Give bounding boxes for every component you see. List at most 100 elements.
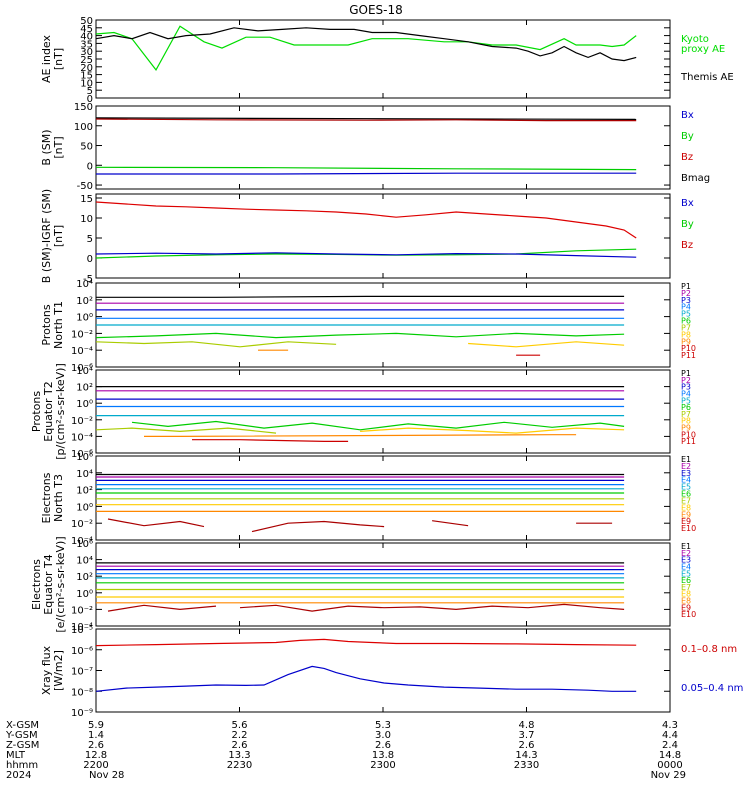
y-tick-label: 10 [80, 78, 93, 89]
series-line [95, 332, 625, 339]
x-tick-value: 2.6 [519, 740, 535, 751]
y-axis-label: Equator T2 [42, 381, 55, 441]
x-tick-value: 2.6 [88, 740, 104, 751]
y-axis-label: Xray flux [40, 645, 53, 695]
legend-entry: Bz [681, 240, 693, 251]
x-tick-value: 5.3 [375, 720, 391, 731]
legend-entry: Bmag [681, 173, 710, 184]
x-tick-value: 4.4 [662, 730, 678, 741]
legend-entry: E2 [681, 462, 691, 471]
x-row-label: X-GSM [6, 720, 39, 731]
y-tick-label: 0 [87, 94, 93, 105]
y-tick-label: 40 [80, 32, 93, 43]
x-tick-value: 14.3 [515, 750, 537, 761]
legend-entry: P5 [681, 310, 691, 319]
legend-entry: E7 [681, 583, 691, 592]
legend-entry: E9 [681, 510, 691, 519]
legend-entry: P3 [681, 383, 691, 392]
legend-entry: E1 [681, 542, 691, 551]
series-line [192, 439, 349, 442]
y-tick-label: 10⁶ [76, 539, 93, 550]
y-tick-label: 10² [76, 383, 93, 394]
x-row-label: 2024 [6, 770, 31, 781]
x-tick-value: 0000 [657, 760, 682, 771]
y-tick-label: 10⁰ [76, 589, 93, 600]
y-axis-label: North T1 [52, 301, 65, 349]
y-tick-label: 45 [80, 24, 93, 35]
y-tick-label: 100 [74, 122, 93, 133]
legend-entry: 0.1–0.8 nm [681, 644, 737, 655]
legend-entry: 0.05–0.4 nm [681, 683, 743, 694]
series-line [95, 117, 637, 120]
legend-entry: E4 [681, 562, 691, 571]
legend-entry: E3 [681, 556, 691, 565]
y-tick-label: 10⁻⁶ [71, 363, 93, 374]
y-tick-label: 25 [80, 55, 93, 66]
y-tick-label: 10⁻⁸ [71, 687, 93, 698]
y-axis-label: B (SM) [40, 129, 53, 165]
plot-title: GOES-18 [349, 3, 403, 17]
legend-entry: P1 [681, 282, 691, 291]
legend-entry: E8 [681, 590, 691, 599]
series-line [95, 27, 637, 62]
legend-entry: E6 [681, 576, 691, 585]
series-line [95, 665, 637, 692]
y-tick-label: 10⁻⁴ [71, 536, 93, 547]
x-tick-value: Nov 28 [89, 770, 124, 781]
y-tick-label: 10⁴ [76, 469, 93, 480]
y-axis-label: Electrons [30, 559, 43, 610]
legend-entry: P10 [681, 430, 696, 439]
y-tick-label: 150 [74, 102, 93, 113]
y-axis-label: B (SM)-IGRF (SM) [40, 189, 53, 283]
legend-entry: Bz [681, 152, 693, 163]
panel-frame [95, 542, 671, 627]
panel-frame [95, 369, 671, 454]
y-tick-label: 10⁻⁹ [71, 708, 93, 719]
series-line [107, 518, 205, 528]
y-tick-label: 10⁰ [76, 502, 93, 513]
x-tick-value: 5.9 [88, 720, 104, 731]
series-line [144, 434, 577, 437]
y-tick-label: 0 [87, 254, 93, 265]
series-line [95, 341, 337, 348]
series-line [360, 427, 625, 434]
y-axis-label: North T3 [52, 474, 65, 522]
y-tick-label: 10⁻² [71, 416, 93, 427]
x-tick-value: 2330 [514, 760, 539, 771]
series-line [96, 172, 637, 175]
series-line [95, 118, 637, 122]
x-tick-value: 2.6 [375, 740, 391, 751]
x-tick-value: 3.7 [519, 730, 535, 741]
legend-entry: P11 [681, 351, 696, 360]
series-line [131, 420, 625, 431]
x-tick-value: 12.8 [85, 750, 107, 761]
legend-entry: P2 [681, 289, 691, 298]
y-tick-label: 10² [76, 486, 93, 497]
x-tick-value: 13.8 [372, 750, 394, 761]
series-line [96, 295, 625, 298]
y-tick-label: 10⁰ [76, 313, 93, 324]
legend-entry: proxy AE [681, 44, 725, 55]
panel-bigrf: 15 10 5 0 -5 B (SM)-IGRF (SM) [nT] Bx By Bz [40, 189, 694, 285]
legend-entry: E8 [681, 503, 691, 512]
y-axis-label: [nT] [52, 48, 65, 70]
y-tick-label: 10⁻⁴ [71, 622, 93, 633]
y-tick-label: 10 [80, 214, 93, 225]
x-row-label: hhmm [6, 760, 38, 771]
y-axis-label: [e/(cm²-s-sr-keV)] [54, 536, 67, 632]
series-line [468, 341, 625, 348]
y-axis-label: [W/m2] [52, 650, 65, 691]
y-tick-label: 10⁻⁴ [71, 432, 93, 443]
x-tick-value: 2200 [83, 760, 108, 771]
legend-entry: P8 [681, 330, 691, 339]
y-axis-label: Equator T4 [42, 554, 55, 614]
series-line [95, 201, 637, 239]
y-tick-label: 50 [80, 142, 93, 153]
legend-entry: E2 [681, 549, 691, 558]
x-tick-value: Nov 29 [651, 770, 686, 781]
y-tick-label: 15 [80, 71, 93, 82]
y-tick-label: 50 [80, 16, 93, 27]
legend-entry: E1 [681, 455, 691, 464]
panel-electrons2: 10⁶ 10⁴ 10² 10⁰ 10⁻² 10⁻⁴ Electrons Equator T4[… [30, 536, 696, 633]
